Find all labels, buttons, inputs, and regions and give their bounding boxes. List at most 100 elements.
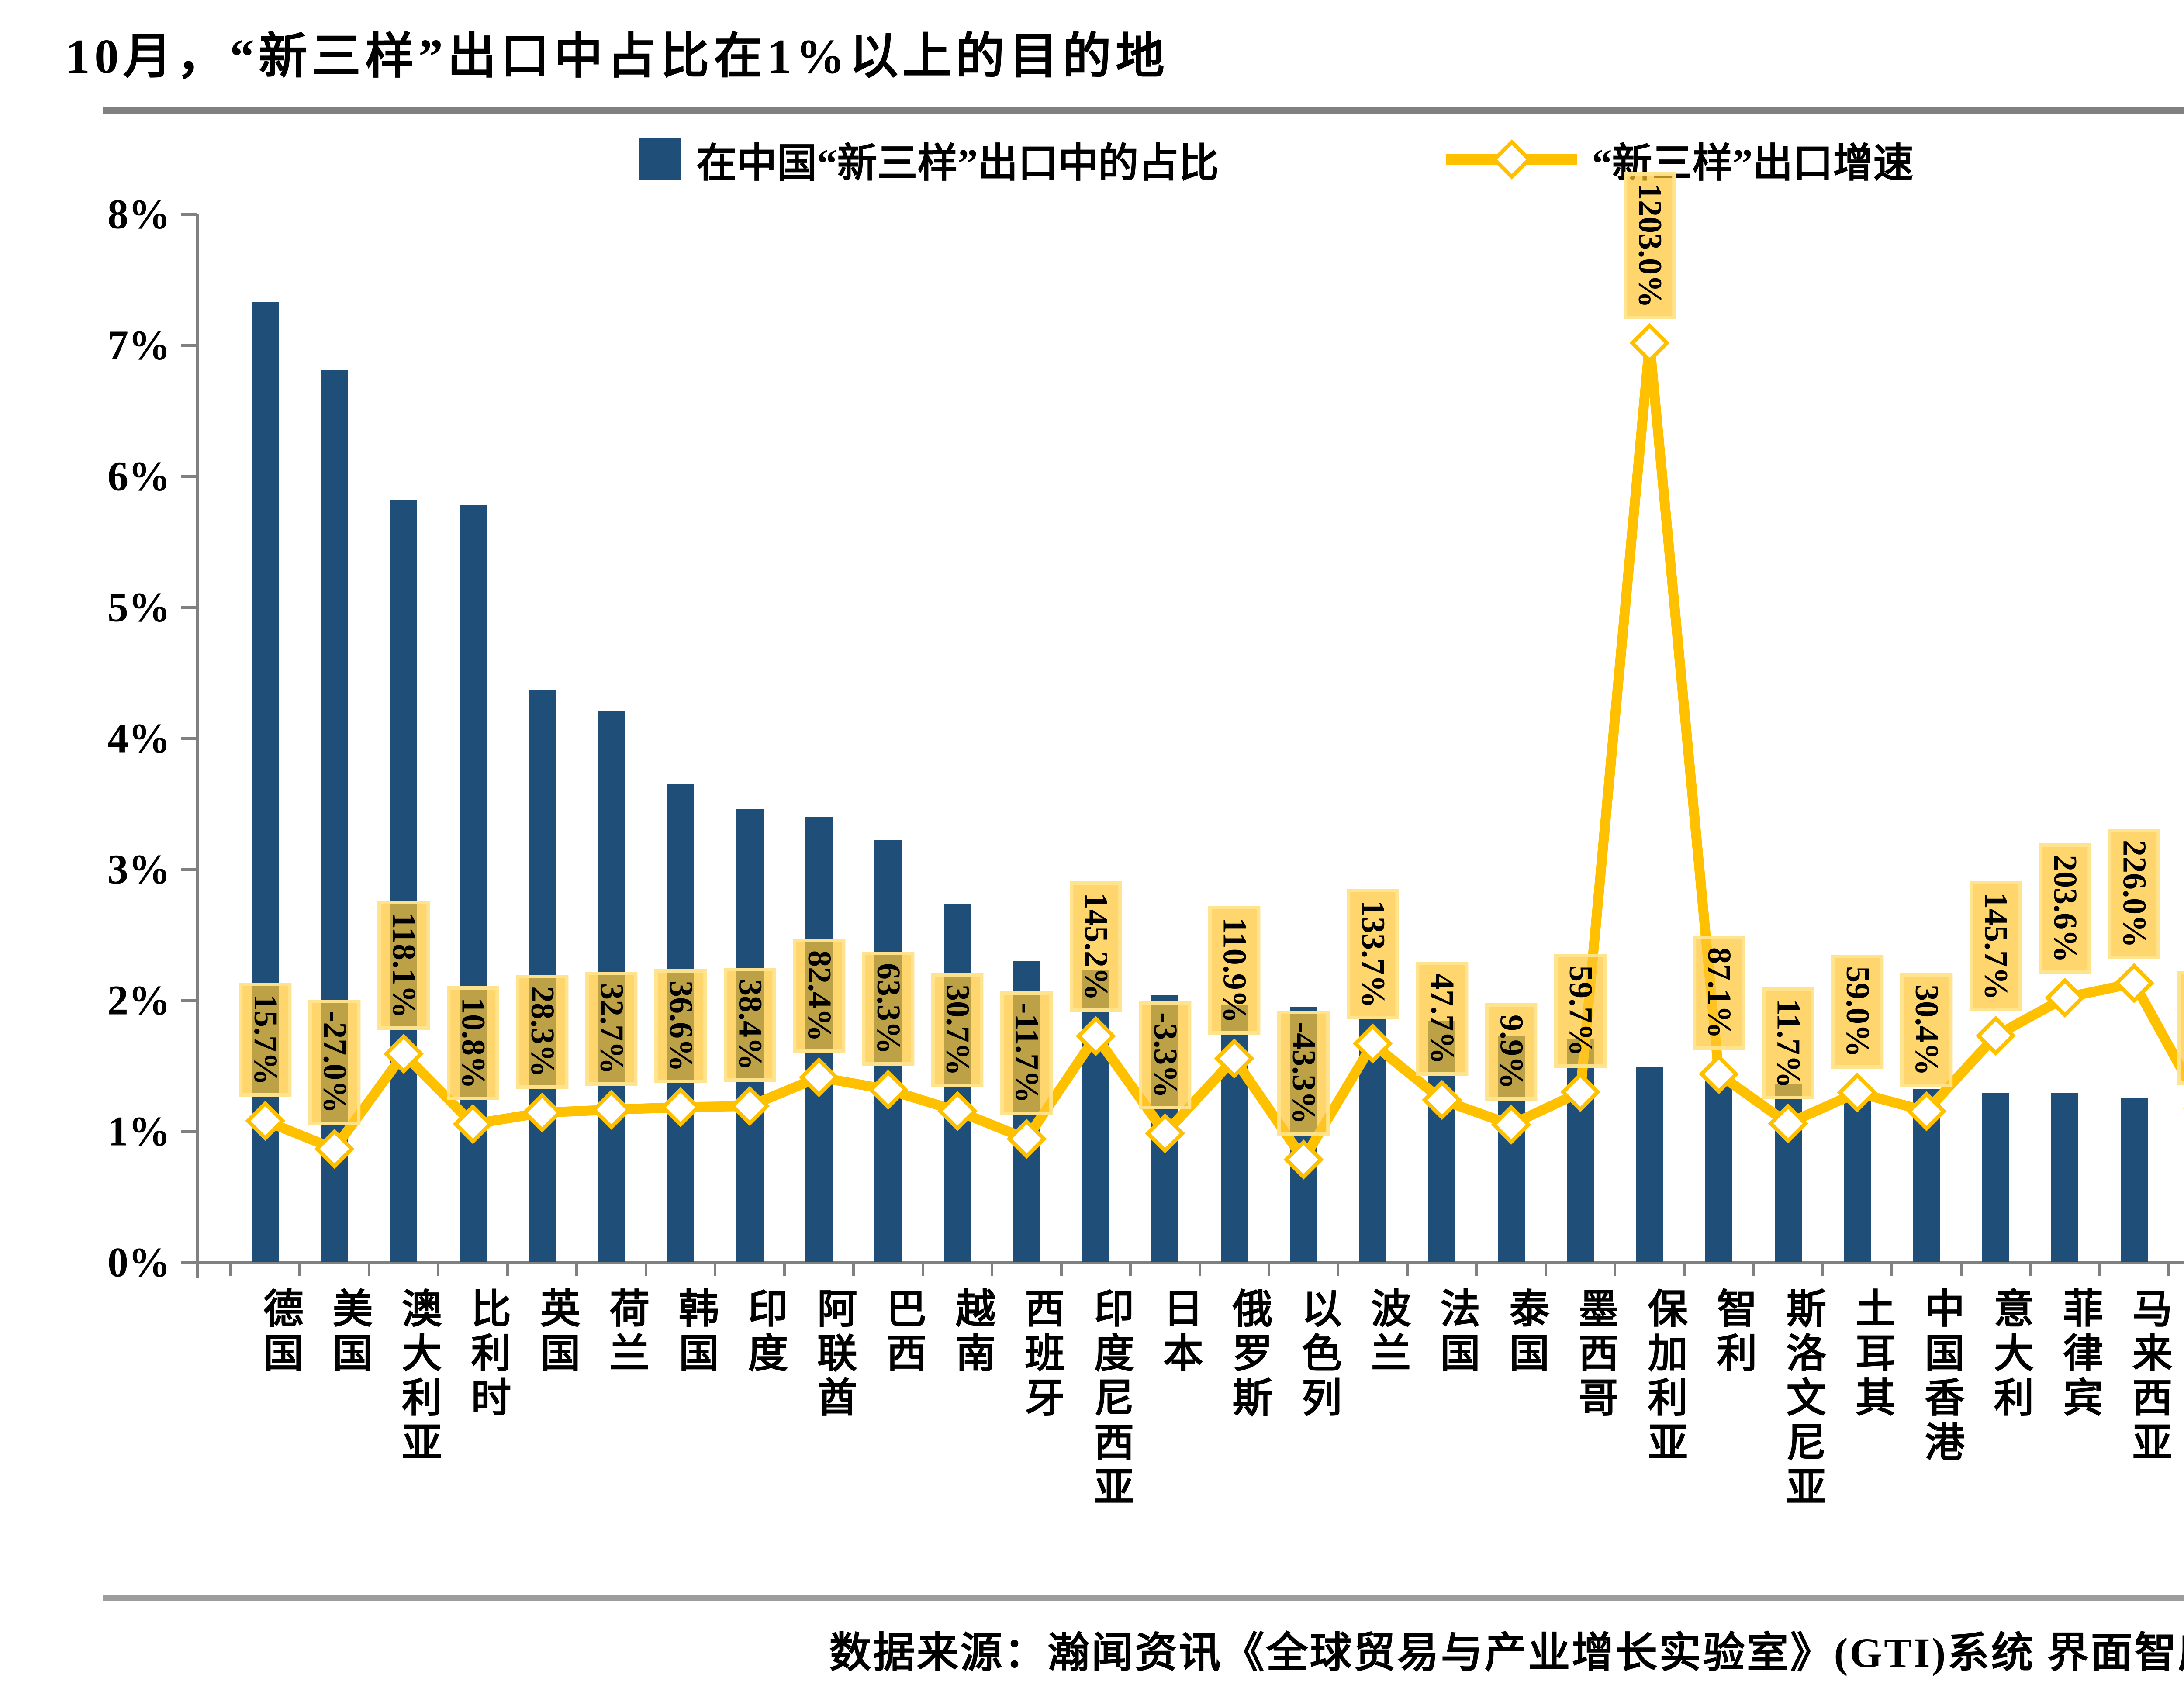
x-axis-tick (1890, 1264, 1894, 1276)
category-label-越南: 越南 (950, 1288, 995, 1377)
left-axis-tick-label: 2% (107, 977, 170, 1024)
line-marker-马来西亚 (2114, 963, 2154, 1003)
line-marker-巴西 (868, 1070, 909, 1110)
bar-slot (2100, 214, 2169, 1262)
x-axis-tick (1821, 1264, 1824, 1276)
x-axis-tick (1198, 1264, 1201, 1276)
category-label-荷兰: 荷兰 (603, 1288, 648, 1377)
category-label-西班牙: 西班牙 (1019, 1288, 1064, 1421)
category-label-巴西: 巴西 (880, 1288, 925, 1377)
legend-item-growth: “新三样”出口增速 (1446, 131, 1914, 189)
footer-separator (103, 1595, 2184, 1601)
category-label-美国: 美国 (326, 1288, 371, 1377)
category-axis-labels: 德国 美国 澳大利亚 比利时 英国 荷兰 韩国 印度 阿联酋 巴西 越南 西班牙 印度尼西亚 日本 俄罗斯以… (199, 1288, 2184, 1555)
bar-土耳其 (1844, 1088, 1871, 1262)
line-marker-土耳其 (1837, 1072, 1877, 1113)
x-axis-tick (644, 1264, 647, 1276)
x-axis-tick (1475, 1264, 1478, 1276)
bar-slot (2030, 214, 2099, 1262)
left-axis-tick (181, 868, 197, 871)
left-axis-tick (181, 1261, 197, 1264)
x-axis-tick (1752, 1264, 1755, 1276)
x-axis-tick (1060, 1264, 1063, 1276)
x-axis-tick (575, 1264, 578, 1276)
category-label-斯洛文尼亚: 斯洛文尼亚 (1780, 1288, 1825, 1510)
category-label-印度: 印度 (742, 1288, 787, 1377)
bar-slot (1684, 214, 1753, 1262)
bar-意大利 (1982, 1093, 2009, 1262)
line-marker-以色列 (1283, 1139, 1324, 1180)
line-marker-法国 (1422, 1080, 1462, 1120)
bar-马来西亚 (2120, 1098, 2148, 1262)
category-label-土耳其: 土耳其 (1849, 1288, 1894, 1421)
x-axis-line (196, 1261, 2184, 1264)
line-marker-中国香港 (1906, 1091, 1947, 1132)
line-marker-智利 (1699, 1054, 1739, 1094)
chart-title: 10月，“新三样”出口中占比在1%以上的目的地 (66, 30, 1169, 84)
line-marker-美国 (314, 1129, 355, 1169)
x-axis-tick (2167, 1264, 2170, 1276)
category-label-泰国: 泰国 (1503, 1288, 1548, 1377)
line-marker-韩国 (660, 1087, 701, 1128)
line-marker-英国 (522, 1092, 563, 1133)
x-axis-tick (1406, 1264, 1409, 1276)
category-label-波兰: 波兰 (1365, 1288, 1410, 1377)
x-axis-tick (437, 1264, 440, 1276)
line-marker-越南 (937, 1091, 978, 1131)
category-label-澳大利亚: 澳大利亚 (396, 1288, 441, 1466)
x-axis-tick (2029, 1264, 2032, 1276)
x-axis-tick (229, 1264, 232, 1276)
source-note: 数据来源：瀚闻资讯《全球贸易与产业增长实验室》(GTI)系统 界面智库整理 (829, 1629, 2184, 1676)
x-axis-tick (298, 1264, 301, 1276)
line-marker-俄罗斯 (1214, 1038, 1254, 1079)
bar-澳大利亚 (390, 500, 418, 1262)
category-label-阿联酋: 阿联酋 (811, 1288, 856, 1421)
category-label-菲律宾: 菲律宾 (2057, 1288, 2102, 1421)
line-marker-德国 (245, 1101, 286, 1141)
line-marker-阿联酋 (799, 1057, 839, 1098)
x-axis-tick (1614, 1264, 1617, 1276)
line-marker-日本 (1145, 1113, 1185, 1153)
left-axis-tick (181, 344, 197, 347)
line-series (245, 323, 2184, 1180)
left-axis-tick-label: 7% (107, 321, 170, 369)
x-axis-tick (506, 1264, 509, 1276)
x-axis-tick (1959, 1264, 1963, 1276)
line-marker-印度尼西亚 (1075, 1016, 1116, 1056)
left-axis-tick (181, 606, 197, 609)
x-axis-tick (714, 1264, 717, 1276)
bar-slot (1615, 214, 1684, 1262)
line-marker-波兰 (1352, 1023, 1393, 1064)
x-axis-tick (1337, 1264, 1340, 1276)
line-marker-荷兰 (591, 1089, 632, 1130)
category-label-英国: 英国 (534, 1288, 579, 1377)
bar-slot (1961, 214, 2030, 1262)
bar-智利 (1705, 1077, 1733, 1262)
x-axis-tick (1544, 1264, 1547, 1276)
line-marker-斯洛文尼亚 (1768, 1103, 1808, 1144)
left-axis-tick (181, 737, 197, 740)
legend: 在中国“新三样”出口中的占比 “新三样”出口增速 (0, 129, 2184, 190)
line-marker-比利时 (453, 1104, 493, 1144)
left-axis-tick-label: 0% (107, 1239, 170, 1286)
bar-slot (1823, 214, 1892, 1262)
x-axis-tick (852, 1264, 855, 1276)
line-marker-西班牙 (1006, 1118, 1047, 1159)
left-axis-tick-label: 3% (107, 846, 170, 893)
legend-bar-label: 在中国“新三样”出口中的占比 (696, 141, 1219, 186)
bar-series-swatch-icon (639, 138, 682, 180)
category-label-乌兹别克斯坦: 乌兹别克斯坦 (2169, 1288, 2184, 1555)
category-label-中国香港: 中国香港 (1918, 1288, 1963, 1466)
legend-line-label: “新三样”出口增速 (1592, 141, 1914, 186)
category-label-马来西亚: 马来西亚 (2126, 1288, 2171, 1466)
line-marker-澳大利亚 (384, 1033, 424, 1074)
left-axis-line (196, 214, 199, 1278)
x-axis-tick (921, 1264, 924, 1276)
category-label-俄罗斯: 俄罗斯 (1227, 1288, 1272, 1421)
x-axis-tick (783, 1264, 786, 1276)
category-label-法国: 法国 (1434, 1288, 1479, 1377)
line-marker-泰国 (1491, 1105, 1531, 1145)
left-axis-tick-label: 8% (107, 190, 170, 238)
left-axis-tick (181, 1130, 197, 1133)
